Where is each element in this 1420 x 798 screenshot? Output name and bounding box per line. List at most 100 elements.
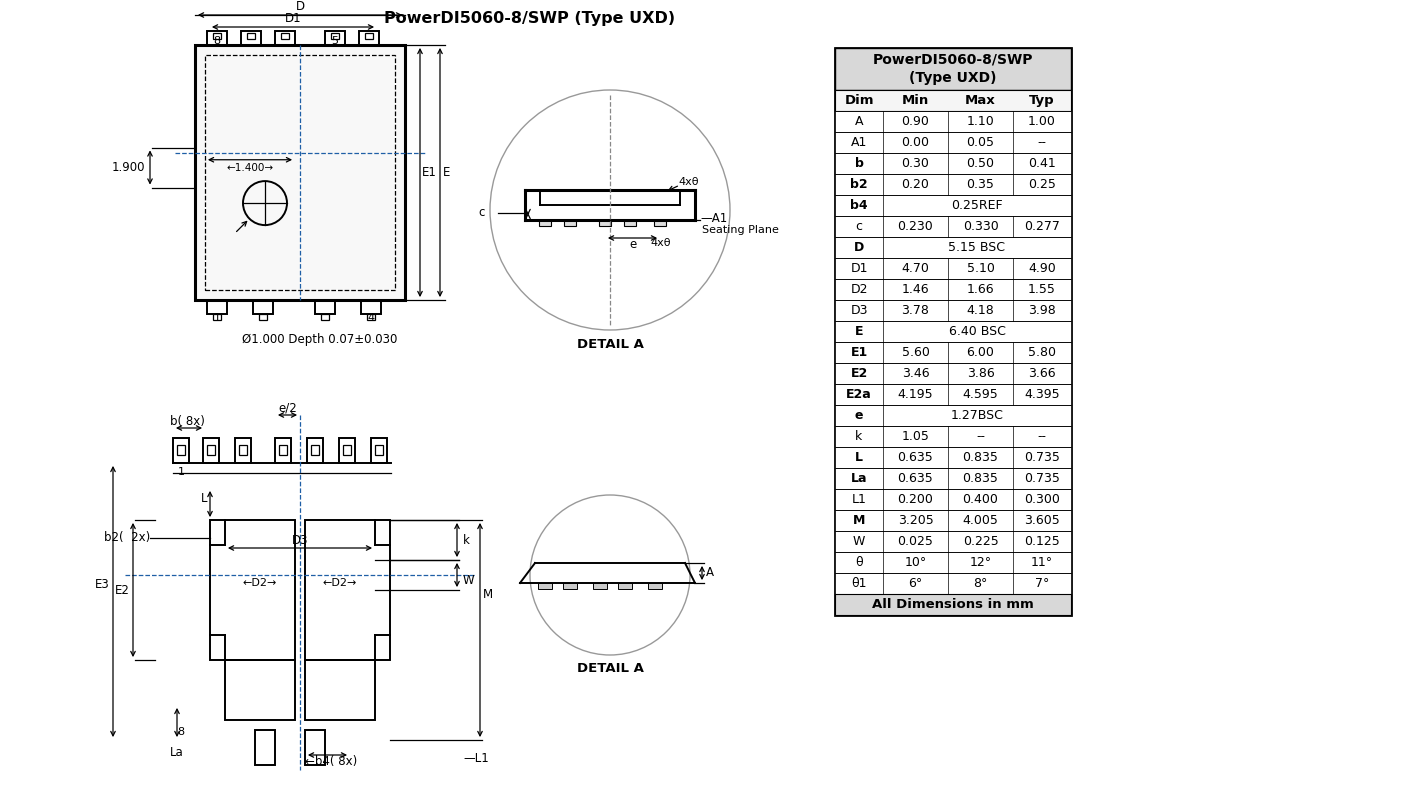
Bar (835, 468, 1071, 489)
Text: 0.400: 0.400 (963, 493, 998, 506)
Text: θ: θ (855, 556, 863, 569)
Text: M: M (483, 588, 493, 602)
Bar (655, 220, 666, 226)
Bar (305, 520, 391, 660)
Text: 0.50: 0.50 (967, 157, 994, 170)
Bar (275, 31, 295, 45)
Text: DETAIL A: DETAIL A (577, 662, 643, 675)
Text: 8°: 8° (973, 577, 988, 590)
Text: All Dimensions in mm: All Dimensions in mm (872, 598, 1034, 611)
Text: E1: E1 (422, 166, 437, 179)
Text: La: La (851, 472, 868, 485)
Text: 0.41: 0.41 (1028, 157, 1056, 170)
Text: —L1: —L1 (463, 752, 488, 764)
Text: 3.66: 3.66 (1028, 367, 1056, 380)
Text: A1: A1 (851, 136, 868, 149)
Text: 1.55: 1.55 (1028, 283, 1056, 296)
Bar (366, 314, 375, 320)
Text: 4.195: 4.195 (897, 388, 933, 401)
Bar (207, 300, 227, 314)
Bar (835, 48, 1071, 615)
Bar (623, 220, 636, 226)
Text: D3: D3 (851, 304, 868, 317)
Text: 0.00: 0.00 (902, 136, 930, 149)
Bar (241, 31, 261, 45)
Text: e: e (855, 409, 863, 422)
Text: D1: D1 (851, 262, 868, 275)
Text: 4.595: 4.595 (963, 388, 998, 401)
Text: 1.27BSC: 1.27BSC (950, 409, 1004, 422)
Bar (835, 321, 1071, 342)
Bar (207, 31, 227, 45)
Text: e: e (629, 239, 636, 251)
Text: La: La (170, 745, 183, 759)
Text: W: W (853, 535, 865, 548)
Text: 0.20: 0.20 (902, 178, 930, 191)
Text: 4xθ: 4xθ (677, 177, 699, 187)
Bar (339, 438, 355, 463)
Text: 6.40 BSC: 6.40 BSC (949, 325, 1005, 338)
Text: L: L (855, 451, 863, 464)
Bar (835, 216, 1071, 237)
Bar (594, 583, 606, 589)
Text: Ø1.000 Depth 0.07±0.030: Ø1.000 Depth 0.07±0.030 (243, 334, 398, 346)
Text: 1.00: 1.00 (1028, 115, 1056, 128)
Bar (204, 55, 395, 290)
Text: D1: D1 (284, 13, 301, 26)
Text: 0.35: 0.35 (967, 178, 994, 191)
Bar (305, 660, 375, 720)
Text: 3.205: 3.205 (897, 514, 933, 527)
Text: 8: 8 (213, 36, 220, 46)
Text: k: k (463, 534, 470, 547)
Text: 0.835: 0.835 (963, 472, 998, 485)
Text: 4.90: 4.90 (1028, 262, 1056, 275)
Bar (375, 445, 383, 455)
Bar (234, 438, 251, 463)
Bar (361, 300, 381, 314)
Text: c: c (855, 220, 862, 233)
Text: 11°: 11° (1031, 556, 1054, 569)
Text: 3.98: 3.98 (1028, 304, 1056, 317)
Text: b: b (855, 157, 863, 170)
Text: 0.200: 0.200 (897, 493, 933, 506)
Text: Typ: Typ (1030, 94, 1055, 107)
Text: θ1: θ1 (851, 577, 866, 590)
Bar (835, 153, 1071, 174)
Text: 4.70: 4.70 (902, 262, 930, 275)
Text: 0.735: 0.735 (1024, 451, 1059, 464)
Bar (278, 445, 287, 455)
Bar (648, 583, 662, 589)
Text: W: W (463, 574, 474, 587)
Bar (835, 573, 1071, 594)
Bar (835, 405, 1071, 426)
Text: 12°: 12° (970, 556, 991, 569)
Bar (173, 438, 189, 463)
Text: 0.735: 0.735 (1024, 472, 1059, 485)
Text: 0.277: 0.277 (1024, 220, 1059, 233)
Bar (321, 314, 329, 320)
Text: D2: D2 (851, 283, 868, 296)
Text: b2: b2 (851, 178, 868, 191)
Text: 1.05: 1.05 (902, 430, 930, 443)
Text: E3: E3 (95, 579, 109, 591)
Bar (564, 220, 577, 226)
Bar (835, 300, 1071, 321)
Text: 1.46: 1.46 (902, 283, 929, 296)
Text: 4: 4 (368, 313, 375, 323)
Text: ←b4( 8x): ←b4( 8x) (305, 756, 358, 768)
Text: 3.78: 3.78 (902, 304, 930, 317)
Bar (256, 730, 275, 765)
Bar (359, 31, 379, 45)
Bar (247, 33, 256, 39)
Bar (213, 314, 222, 320)
Bar (281, 33, 290, 39)
Text: 0.230: 0.230 (897, 220, 933, 233)
Text: k: k (855, 430, 862, 443)
Text: E1: E1 (851, 346, 868, 359)
Bar (344, 445, 351, 455)
Bar (835, 447, 1071, 468)
Text: D: D (853, 241, 865, 254)
Bar (365, 33, 373, 39)
Bar (618, 583, 632, 589)
Text: 4.005: 4.005 (963, 514, 998, 527)
